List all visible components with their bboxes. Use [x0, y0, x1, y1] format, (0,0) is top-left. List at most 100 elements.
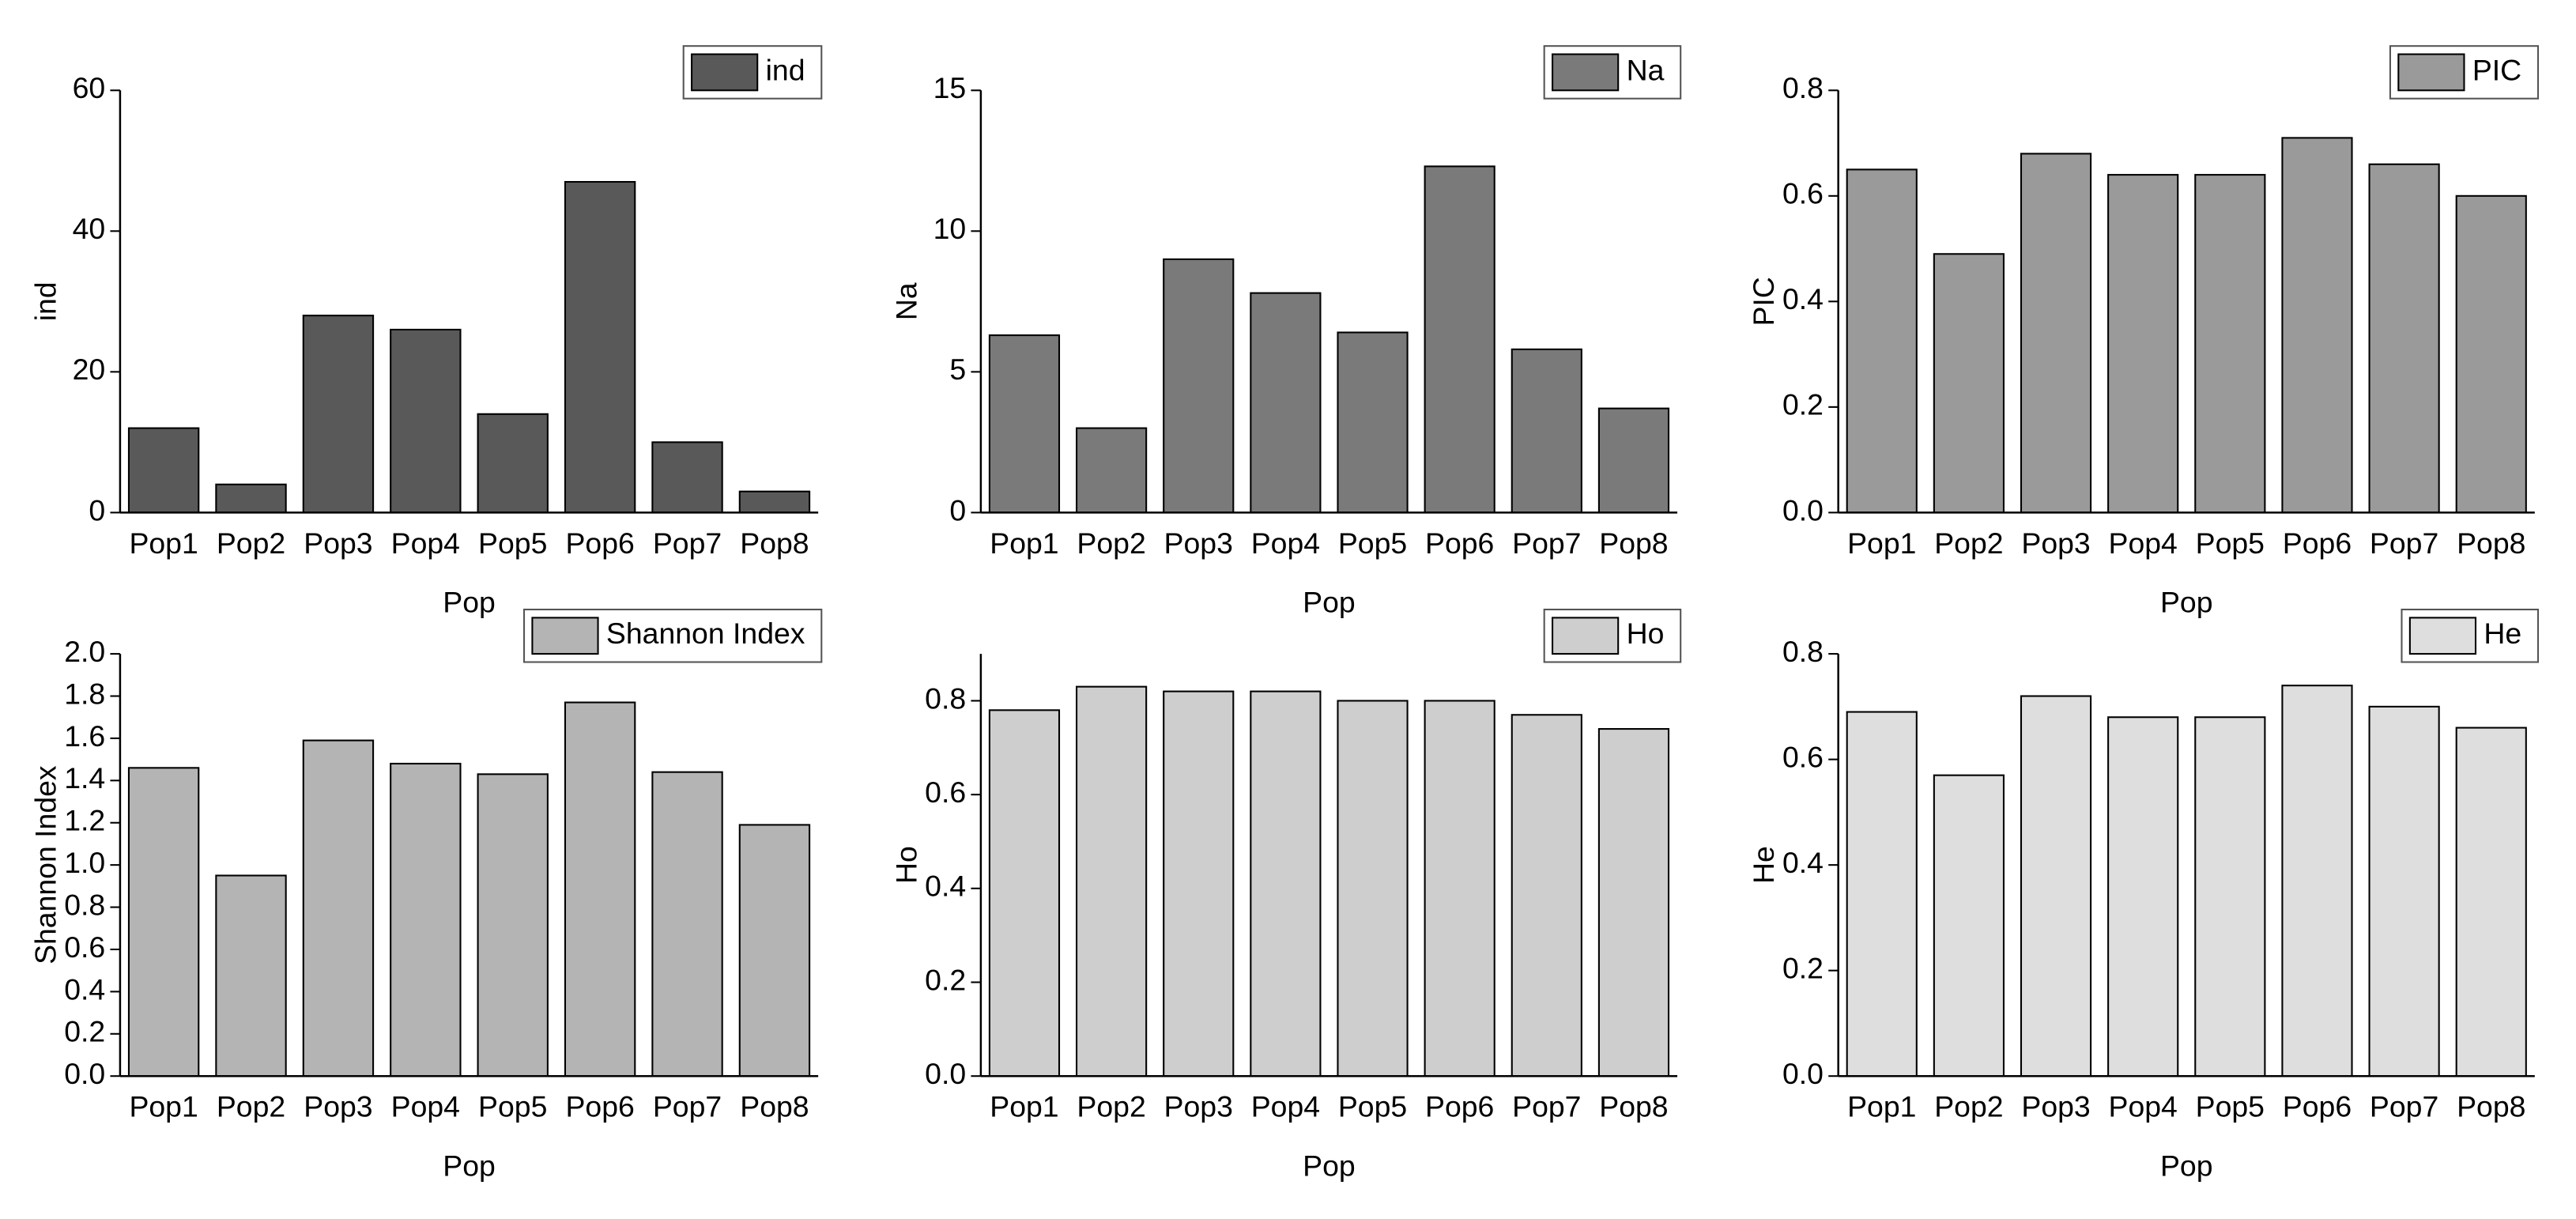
bar — [215, 483, 287, 514]
x-axis-title: Pop — [443, 1149, 496, 1182]
legend-label: Ho — [1627, 617, 1665, 650]
legend-label: Shannon Index — [606, 617, 805, 650]
legend: ind — [682, 45, 823, 100]
x-tick-label: Pop5 — [2196, 1090, 2265, 1123]
bar — [477, 413, 549, 514]
bar — [738, 490, 811, 514]
y-tick-label: 1.0 — [64, 846, 105, 879]
y-tick-label: 0.2 — [1782, 388, 1824, 421]
bar — [1076, 427, 1148, 514]
chart-panel: 0.0 0.2 0.4 0.6 0.8 Pop1 Pop2 Pop3 Pop4 Pop5 Pop6 P… — [889, 608, 1682, 1182]
x-tick-label: Pop5 — [478, 1090, 547, 1123]
legend-swatch — [531, 617, 599, 655]
y-tick-label: 0.6 — [1782, 741, 1824, 774]
y-tick-label: 1.2 — [64, 804, 105, 837]
y-tick-label: 1.6 — [64, 719, 105, 753]
x-tick-label: Pop1 — [129, 1090, 198, 1123]
y-tick-label: 5 — [949, 353, 966, 386]
x-tick-label: Pop4 — [1251, 526, 1320, 560]
bar — [302, 315, 375, 514]
bar — [564, 701, 636, 1077]
bar — [1337, 700, 1409, 1077]
x-tick-label: Pop3 — [1164, 1090, 1233, 1123]
legend-swatch — [2397, 53, 2465, 92]
bar — [2281, 685, 2353, 1077]
x-axis-title: Pop — [1303, 586, 1356, 619]
bar — [127, 427, 200, 514]
bar — [1250, 690, 1322, 1077]
x-axis-title: Pop — [443, 586, 496, 619]
bar — [2107, 174, 2179, 514]
x-tick-label: Pop8 — [740, 1090, 809, 1123]
y-tick-label: 0.6 — [925, 776, 966, 809]
x-tick-label: Pop3 — [1164, 526, 1233, 560]
x-tick-label: Pop7 — [2370, 526, 2438, 560]
x-tick-label: Pop7 — [1512, 1090, 1581, 1123]
bar — [1846, 711, 1918, 1077]
bar — [1076, 685, 1148, 1077]
y-axis-title: ind — [28, 281, 62, 321]
y-tick-label: 0.0 — [925, 1057, 966, 1090]
bar — [1933, 253, 2005, 514]
y-axis-title: Na — [889, 282, 922, 320]
bar — [1337, 331, 1409, 514]
x-tick-label: Pop6 — [1425, 1090, 1494, 1123]
bar — [651, 771, 723, 1077]
y-tick-label: 0.6 — [64, 930, 105, 964]
x-tick-label: Pop7 — [2370, 1090, 2438, 1123]
x-tick-label: Pop3 — [304, 526, 372, 560]
legend-label: ind — [766, 53, 805, 86]
x-tick-label: Pop1 — [129, 526, 198, 560]
y-tick-label: 0.8 — [64, 888, 105, 921]
bar — [477, 773, 549, 1077]
bar — [2368, 705, 2440, 1077]
bar — [2020, 153, 2092, 514]
y-tick-label: 15 — [933, 71, 967, 104]
y-tick-label: 0.0 — [1782, 493, 1824, 526]
legend: Ho — [1543, 608, 1682, 663]
x-axis-title: Pop — [2160, 1149, 2213, 1182]
x-tick-label: Pop5 — [1338, 1090, 1407, 1123]
x-tick-label: Pop4 — [1251, 1090, 1320, 1123]
bar — [127, 767, 200, 1077]
bar — [1250, 292, 1322, 514]
bar — [2194, 174, 2266, 514]
x-tick-label: Pop6 — [2283, 526, 2352, 560]
y-tick-label: 0.6 — [1782, 177, 1824, 210]
x-tick-label: Pop8 — [2457, 1090, 2525, 1123]
y-tick-label: 0.4 — [1782, 282, 1824, 315]
y-tick-label: 0.8 — [1782, 635, 1824, 668]
y-tick-label: 0 — [89, 493, 105, 526]
x-axis-title: Pop — [1303, 1149, 1356, 1182]
chart-panel: 0.0 0.2 0.4 0.6 0.8 Pop1 Pop2 Pop3 Pop4 Pop5 Pop6 P… — [1747, 608, 2540, 1182]
bar — [988, 334, 1061, 514]
x-tick-label: Pop6 — [565, 526, 634, 560]
x-tick-label: Pop2 — [1934, 526, 2003, 560]
legend-swatch — [1552, 617, 1620, 655]
x-tick-label: Pop8 — [2457, 526, 2525, 560]
bar — [2281, 137, 2353, 514]
y-tick-label: 0 — [949, 493, 966, 526]
chart-panel: 0 5 10 15 Pop1 Pop2 Pop3 Pop4 Pop5 Pop6 Pop7 Pop8 Po… — [889, 45, 1682, 619]
bar — [390, 328, 462, 514]
y-tick-label: 1.8 — [64, 677, 105, 710]
chart-panel: 0.0 0.2 0.4 0.6 0.8 Pop1 Pop2 Pop3 Pop4 Pop5 Pop6 P… — [1747, 45, 2540, 619]
x-tick-label: Pop8 — [1599, 1090, 1668, 1123]
bar — [1424, 165, 1495, 514]
bar — [2107, 716, 2179, 1077]
y-tick-label: 20 — [73, 353, 106, 386]
x-tick-label: Pop5 — [1338, 526, 1407, 560]
y-tick-label: 0.8 — [1782, 71, 1824, 104]
bar — [564, 180, 636, 514]
bar — [738, 824, 811, 1077]
x-tick-label: Pop6 — [1425, 526, 1494, 560]
y-tick-label: 0.4 — [1782, 846, 1824, 879]
y-tick-label: 0.2 — [925, 963, 966, 996]
x-tick-label: Pop4 — [2109, 1090, 2178, 1123]
legend-swatch — [1552, 53, 1620, 92]
x-tick-label: Pop2 — [1077, 526, 1145, 560]
bar — [1597, 407, 1670, 514]
x-tick-label: Pop7 — [1512, 526, 1581, 560]
legend-swatch — [2408, 617, 2477, 655]
legend: Na — [1543, 45, 1682, 100]
